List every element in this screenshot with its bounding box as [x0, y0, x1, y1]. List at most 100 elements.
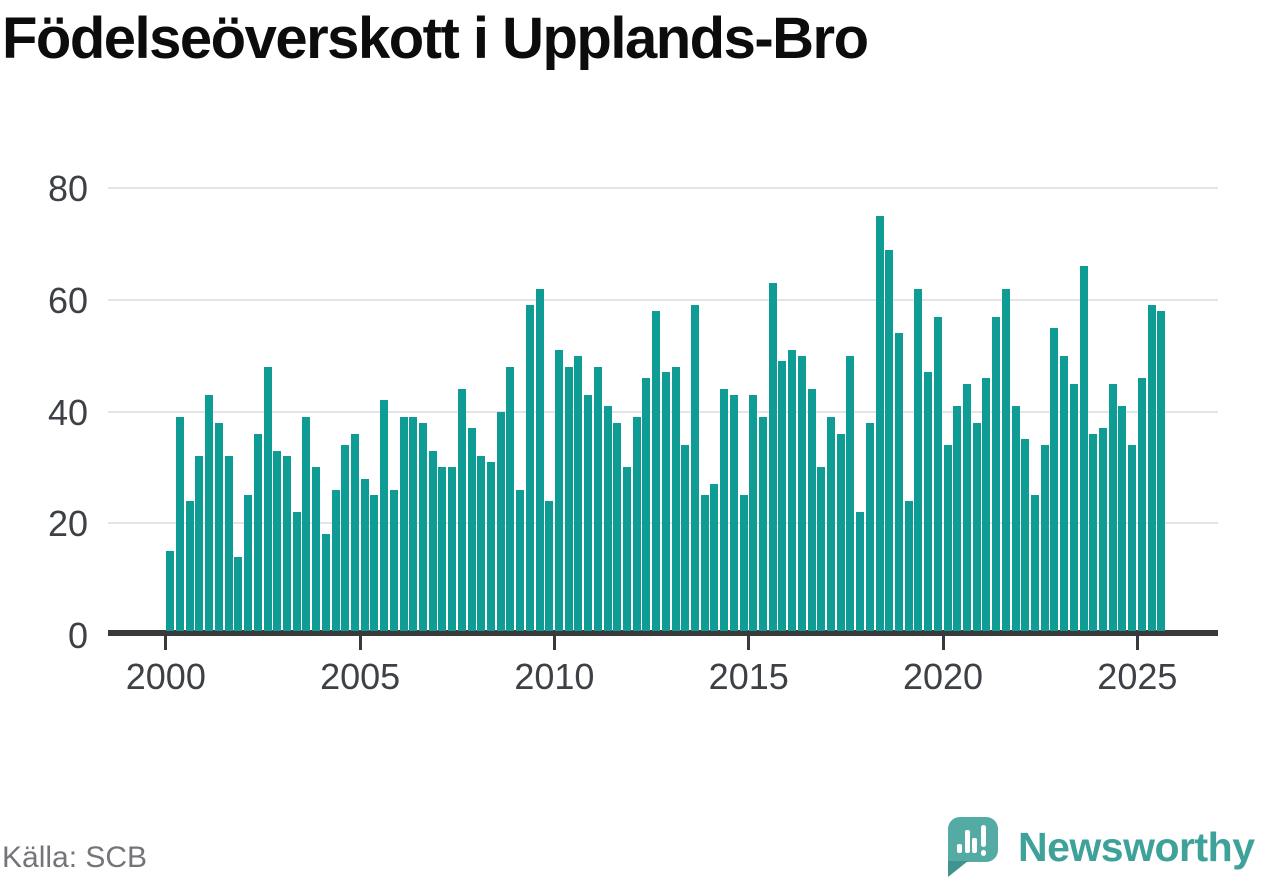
x-tick-label-2015: 2015	[708, 656, 789, 697]
bar-2022-q2	[1031, 495, 1039, 631]
bar-2016-q1	[788, 350, 797, 631]
x-tick-label-2010: 2010	[514, 656, 595, 697]
bar-2002-q1	[244, 495, 252, 631]
bar-2010-q3	[574, 355, 583, 631]
y-tick-label-20: 20	[47, 503, 88, 545]
x-tick-2020	[941, 636, 945, 650]
bar-2017-q2	[836, 433, 845, 632]
bar-2013-q2	[681, 445, 690, 631]
bar-2019-q4	[933, 316, 942, 631]
bar-2023-q2	[1069, 383, 1078, 631]
bar-2003-q2	[292, 512, 301, 631]
bar-2009-q4	[545, 500, 554, 631]
bar-2016-q2	[797, 355, 806, 631]
bar-2019-q3	[924, 372, 933, 631]
bar-2012-q3	[652, 310, 661, 631]
bar-2009-q3	[535, 288, 544, 631]
bar-2013-q3	[690, 305, 699, 631]
bar-2004-q4	[350, 433, 359, 632]
bar-2002-q4	[273, 450, 282, 631]
bar-2014-q4	[739, 495, 748, 631]
bar-2011-q2	[603, 405, 612, 631]
bar-2003-q1	[282, 456, 291, 631]
logo-barchart-icon	[957, 844, 962, 853]
bar-2003-q3	[302, 417, 311, 631]
y-tick-label-80: 80	[47, 168, 88, 209]
x-tick-label-2000: 2000	[125, 656, 206, 697]
bar-2016-q3	[807, 389, 816, 631]
bar-2019-q1	[904, 500, 913, 631]
bar-2017-q1	[827, 417, 835, 631]
chart-title: Födelseöverskott i Upplands-Bro	[2, 6, 869, 71]
bar-2013-q4	[700, 495, 709, 631]
gridline-80	[108, 187, 1218, 189]
bar-2021-q4	[1011, 405, 1020, 631]
bar-2021-q1	[982, 378, 991, 631]
bar-2010-q4	[584, 394, 593, 631]
bar-2001-q2	[214, 422, 223, 631]
bar-2004-q2	[331, 489, 340, 631]
bar-2022-q1	[1021, 439, 1030, 631]
bar-2024-q1	[1099, 428, 1107, 631]
bar-2000-q1	[166, 551, 175, 631]
x-tick-label-2020: 2020	[902, 656, 984, 697]
bar-2011-q1	[593, 366, 602, 631]
bar-2020-q3	[963, 383, 971, 631]
bar-2016-q4	[817, 467, 826, 631]
logo-barchart-icon	[964, 830, 970, 853]
bar-2021-q3	[1001, 288, 1010, 631]
bar-2008-q4	[506, 366, 515, 631]
bar-2001-q3	[224, 456, 233, 631]
bar-2006-q3	[418, 422, 427, 631]
logo-exclamation-icon	[980, 850, 986, 856]
bar-2009-q1	[516, 489, 525, 631]
logo-barchart-icon	[972, 838, 977, 853]
bar-2025-q3	[1157, 310, 1166, 631]
bar-2001-q4	[234, 556, 243, 631]
bar-2005-q1	[360, 478, 369, 631]
bar-2024-q2	[1108, 383, 1117, 631]
bar-2015-q3	[768, 283, 777, 631]
bar-2011-q3	[613, 422, 622, 631]
bar-2022-q4	[1050, 327, 1059, 631]
bar-2012-q1	[632, 417, 641, 631]
bar-2018-q3	[885, 249, 894, 631]
bar-2025-q1	[1137, 378, 1146, 631]
brand-name: Newsworthy	[1018, 824, 1255, 870]
bar-2005-q4	[389, 489, 398, 631]
y-tick-label-0: 0	[67, 615, 88, 656]
x-tick-2015	[747, 636, 751, 650]
bar-2007-q1	[438, 467, 447, 631]
x-axis-line	[108, 630, 1218, 636]
bar-2012-q4	[661, 372, 670, 631]
y-tick-label-60: 60	[47, 279, 88, 321]
x-tick-label-2005: 2005	[320, 656, 401, 697]
bar-2007-q4	[467, 428, 476, 631]
bar-2000-q3	[185, 500, 194, 631]
source-caption: Källa: SCB	[2, 841, 148, 874]
x-tick-2025	[1135, 636, 1139, 650]
bar-2000-q2	[176, 417, 184, 631]
bar-2019-q2	[914, 288, 923, 631]
x-tick-2010	[552, 636, 556, 650]
bar-2021-q2	[992, 316, 1001, 631]
bar-2008-q2	[486, 461, 495, 631]
bar-2010-q1	[554, 350, 563, 631]
bar-2018-q4	[895, 333, 903, 631]
bar-2018-q1	[865, 422, 874, 631]
bar-2014-q3	[729, 394, 738, 631]
bar-2020-q1	[943, 445, 952, 631]
logo-exclamation-icon	[980, 825, 986, 847]
gridline-60	[108, 298, 1218, 301]
bar-2008-q1	[477, 456, 486, 631]
bar-2024-q3	[1118, 405, 1127, 631]
bar-2017-q4	[856, 512, 865, 631]
bar-2018-q2	[875, 215, 884, 631]
bar-2007-q2	[448, 467, 456, 631]
bar-2000-q4	[195, 456, 204, 631]
bar-2008-q3	[496, 411, 505, 631]
bar-2010-q2	[564, 366, 573, 631]
bar-2005-q2	[370, 495, 379, 631]
bar-2014-q1	[710, 484, 719, 631]
